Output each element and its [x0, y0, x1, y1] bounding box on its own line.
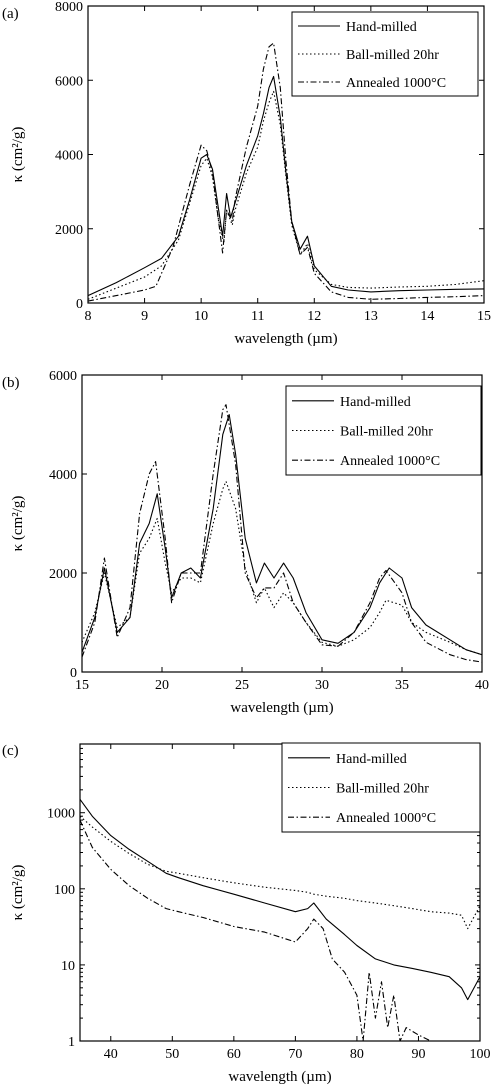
panel-label: (c) [2, 743, 19, 759]
series-line-annealed-1000-c [88, 42, 484, 302]
y-tick-label: 1 [68, 1035, 75, 1050]
series-line-hand-milled [80, 798, 480, 1001]
series-line-ball-milled-20hr [82, 480, 482, 656]
x-tick-label: 35 [395, 678, 409, 693]
x-tick-label: 15 [477, 309, 491, 324]
x-tick-label: 100 [470, 1047, 491, 1062]
panel-label: (b) [2, 375, 20, 391]
y-tick-label: 4000 [49, 468, 77, 483]
legend-entry: Annealed 1000°C [336, 811, 436, 826]
y-axis-title: κ (cm²/g) [10, 865, 26, 921]
series-line-ball-milled-20hr [80, 815, 480, 930]
legend-entry: Ball-milled 20hr [340, 425, 433, 440]
x-tick-label: 30 [315, 678, 329, 693]
x-tick-label: 25 [235, 678, 249, 693]
x-tick-label: 80 [350, 1047, 364, 1062]
x-tick-label: 14 [420, 309, 434, 324]
y-tick-label: 8000 [55, 0, 83, 15]
x-tick-label: 9 [141, 309, 148, 324]
y-tick-label: 0 [76, 297, 83, 312]
series-line-hand-milled [88, 75, 484, 297]
legend-entry: Hand-milled [340, 395, 411, 410]
y-axis-title: κ (cm²/g) [10, 127, 26, 183]
x-axis-title: wavelength (µm) [228, 1069, 331, 1085]
y-tick-label: 6000 [49, 369, 77, 384]
legend-entry: Ball-milled 20hr [336, 782, 429, 797]
y-tick-label: 2000 [55, 223, 83, 238]
series-line-annealed-1000-c [82, 404, 482, 663]
x-axis-title: wavelength (µm) [234, 331, 337, 347]
y-tick-label: 1000 [47, 807, 75, 822]
y-axis-title: κ (cm²/g) [10, 496, 26, 552]
x-tick-label: 13 [364, 309, 378, 324]
y-tick-label: 6000 [55, 74, 83, 89]
x-tick-label: 40 [475, 678, 489, 693]
x-tick-label: 90 [411, 1047, 425, 1062]
x-tick-label: 70 [288, 1047, 302, 1062]
legend-entry: Annealed 1000°C [346, 76, 446, 91]
series-line-ball-milled-20hr [88, 90, 484, 300]
x-axis-title: wavelength (µm) [230, 700, 333, 716]
y-tick-label: 0 [70, 666, 77, 681]
y-tick-label: 4000 [55, 149, 83, 164]
legend-entry: Ball-milled 20hr [346, 48, 439, 63]
x-tick-label: 60 [227, 1047, 241, 1062]
chart-panel-1: 8 9 10 11 12 13 14 15 0 2000 4000 6000 8000 wavelengt… [2, 0, 491, 347]
series-line-hand-milled [82, 414, 482, 656]
legend-entry: Hand-milled [346, 20, 417, 35]
x-tick-label: 12 [307, 309, 321, 324]
x-tick-label: 8 [85, 309, 92, 324]
x-tick-label: 11 [251, 309, 264, 324]
x-tick-label: 15 [75, 678, 89, 693]
y-tick-label: 2000 [49, 567, 77, 582]
plot-frame [81, 374, 483, 673]
y-tick-label: 10 [61, 959, 75, 974]
x-tick-label: 10 [194, 309, 208, 324]
chart-panel-2: 15 20 25 30 35 40 0 2000 4000 6000 wavelength (µm)… [2, 369, 489, 716]
x-tick-label: 50 [165, 1047, 179, 1062]
panel-label: (a) [2, 6, 19, 22]
x-tick-label: 20 [155, 678, 169, 693]
x-tick-label: 40 [104, 1047, 118, 1062]
legend-entry: Hand-milled [336, 752, 407, 767]
y-tick-label: 100 [54, 883, 75, 898]
series-line-annealed-1000-c [80, 819, 432, 1041]
legend-entry: Annealed 1000°C [340, 454, 440, 469]
